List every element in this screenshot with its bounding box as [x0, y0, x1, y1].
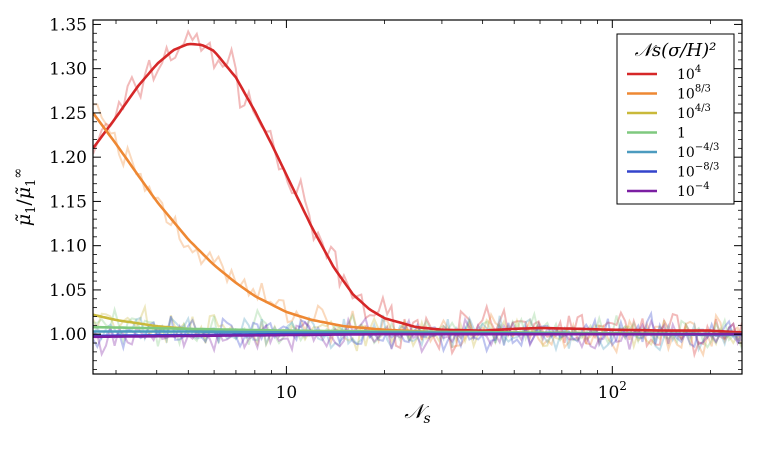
- legend-box: [616, 33, 735, 205]
- legend-label-3: 1: [677, 126, 686, 142]
- noisy-trace-2: [93, 303, 742, 352]
- series-lines: [93, 42, 742, 339]
- legend-label-6: 10−4: [677, 181, 710, 200]
- legend-label-5: 10−8/3: [677, 162, 719, 181]
- y-tick-label: 1.00: [49, 325, 87, 345]
- plot-frame: [92, 19, 743, 375]
- y-tick-label: 1.15: [49, 192, 87, 212]
- x-axis-label: 𝒩s: [404, 399, 430, 427]
- legend-label-4: 10−4/3: [677, 142, 719, 161]
- axes: [92, 19, 743, 375]
- y-tick-label: 1.35: [49, 15, 87, 35]
- legend-label-2: 104/3: [677, 103, 711, 122]
- y-tick-label: 1.25: [49, 104, 87, 124]
- x-tick-label: 10: [276, 383, 298, 403]
- y-axis-label: μ̃1/μ̃1∞: [11, 168, 39, 227]
- legend-label-0: 104: [677, 64, 701, 83]
- y-tick-label: 1.10: [49, 237, 87, 257]
- y-tick-label: 1.05: [49, 281, 87, 301]
- legend-title: 𝒩s(σ/H)²: [635, 40, 717, 61]
- series-line-6: [93, 332, 742, 339]
- x-tick-label: 102: [598, 379, 627, 403]
- legend-label-1: 108/3: [677, 84, 711, 103]
- ticks: 1.00 1.05 1.10 1.15 1.20 1.25 1.30 1.35 10 102: [49, 15, 742, 403]
- series-line-0: [93, 42, 742, 334]
- y-tick-label: 1.30: [49, 60, 87, 80]
- y-tick-label: 1.20: [49, 148, 87, 168]
- noisy-trace-0: [93, 29, 742, 359]
